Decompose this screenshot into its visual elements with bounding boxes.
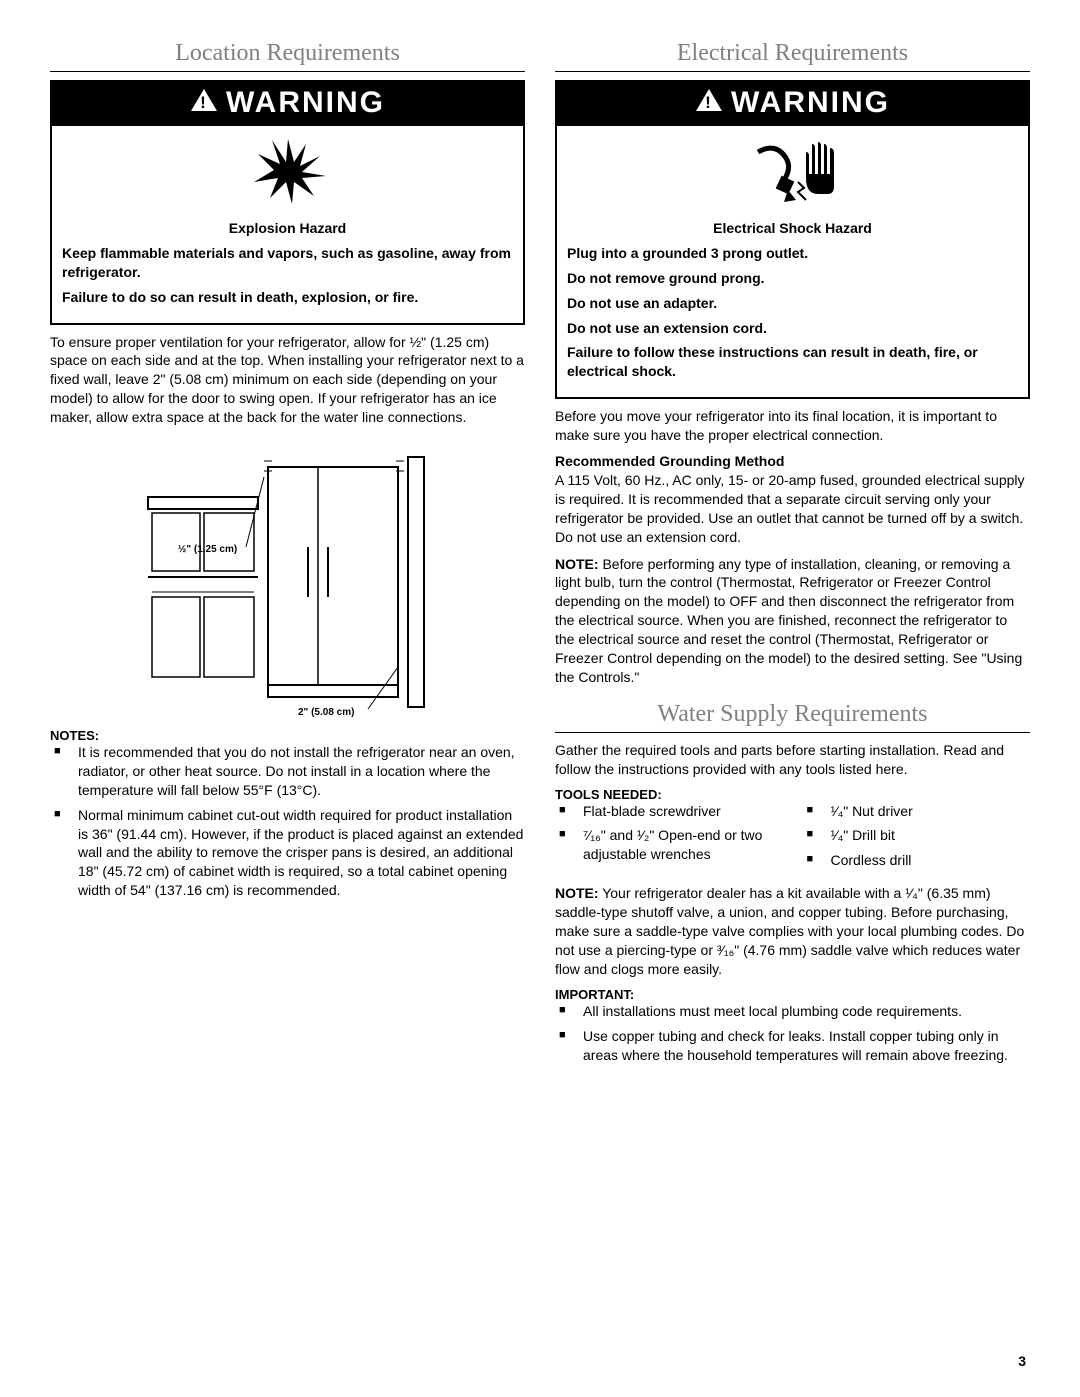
grounding-text: A 115 Volt, 60 Hz., AC only, 15- or 20-a…	[555, 471, 1030, 547]
warning-header: ! WARNING	[52, 82, 523, 126]
left-column: Location Requirements ! WARNING Explosio…	[50, 40, 525, 1070]
page-content: Location Requirements ! WARNING Explosio…	[50, 40, 1030, 1070]
hazard-line: Keep flammable materials and vapors, suc…	[62, 244, 513, 282]
right-column: Electrical Requirements ! WARNING	[555, 40, 1030, 1070]
svg-text:!: !	[705, 93, 713, 112]
hazard-title: Explosion Hazard	[62, 219, 513, 238]
warning-body: Explosion Hazard Keep flammable material…	[52, 213, 523, 323]
note-bold: NOTE:	[555, 885, 599, 901]
svg-text:!: !	[200, 93, 208, 112]
hazard-line: Plug into a grounded 3 prong outlet.	[567, 244, 1018, 263]
notes-label: NOTES:	[50, 728, 525, 743]
explosion-icon	[52, 126, 523, 213]
electrical-warning-box: ! WARNING Electrical Shock Hazard	[555, 80, 1030, 399]
warning-triangle-icon: !	[695, 86, 723, 120]
list-item: Flat-blade screwdriver	[575, 802, 783, 821]
location-title: Location Requirements	[50, 40, 525, 72]
electrical-intro: Before you move your refrigerator into i…	[555, 407, 1030, 445]
note-bold: NOTE:	[555, 556, 599, 572]
note-text: Your refrigerator dealer has a kit avail…	[555, 885, 1024, 977]
hazard-line: Failure to do so can result in death, ex…	[62, 288, 513, 307]
water-note: NOTE: Your refrigerator dealer has a kit…	[555, 884, 1030, 978]
list-item: Use copper tubing and check for leaks. I…	[575, 1027, 1030, 1065]
warning-body: Electrical Shock Hazard Plug into a grou…	[557, 213, 1028, 397]
svg-text:2" (5.08 cm): 2" (5.08 cm)	[298, 707, 354, 717]
note-text: Before performing any type of installati…	[555, 556, 1022, 685]
list-item: All installations must meet local plumbi…	[575, 1002, 1030, 1021]
hazard-line: Failure to follow these instructions can…	[567, 343, 1018, 381]
list-item: Cordless drill	[823, 851, 1031, 870]
warning-label: WARNING	[731, 86, 890, 120]
list-item: It is recommended that you do not instal…	[70, 743, 525, 800]
tools-right-list: ¹⁄₄" Nut driver ¹⁄₄" Drill bit Cordless …	[803, 802, 1031, 877]
warning-header: ! WARNING	[557, 82, 1028, 126]
svg-text:½" (1.25 cm): ½" (1.25 cm)	[178, 544, 237, 555]
list-item: ⁷⁄₁₆" and ¹⁄₂" Open-end or two adjustabl…	[575, 826, 783, 864]
hazard-line: Do not use an adapter.	[567, 294, 1018, 313]
hazard-line: Do not remove ground prong.	[567, 269, 1018, 288]
clearance-diagram: ½" (1.25 cm) 2" (5.08 cm)	[50, 437, 525, 722]
tools-label: TOOLS NEEDED:	[555, 787, 1030, 802]
location-warning-box: ! WARNING Explosion Hazard Keep flammabl…	[50, 80, 525, 325]
location-intro: To ensure proper ventilation for your re…	[50, 333, 525, 427]
warning-triangle-icon: !	[190, 86, 218, 120]
notes-list: It is recommended that you do not instal…	[50, 743, 525, 900]
shock-hand-icon	[557, 126, 1028, 213]
list-item: ¹⁄₄" Nut driver	[823, 802, 1031, 821]
list-item: ¹⁄₄" Drill bit	[823, 826, 1031, 845]
important-list: All installations must meet local plumbi…	[555, 1002, 1030, 1065]
hazard-title: Electrical Shock Hazard	[567, 219, 1018, 238]
tools-grid: Flat-blade screwdriver ⁷⁄₁₆" and ¹⁄₂" Op…	[555, 802, 1030, 877]
elec-note: NOTE: Before performing any type of inst…	[555, 555, 1030, 687]
important-label: IMPORTANT:	[555, 987, 1030, 1002]
grounding-subhead: Recommended Grounding Method	[555, 453, 1030, 469]
warning-label: WARNING	[226, 86, 385, 120]
page-number: 3	[1018, 1353, 1026, 1369]
tools-left-list: Flat-blade screwdriver ⁷⁄₁₆" and ¹⁄₂" Op…	[555, 802, 783, 877]
list-item: Normal minimum cabinet cut-out width req…	[70, 806, 525, 900]
water-title: Water Supply Requirements	[555, 701, 1030, 733]
hazard-line: Do not use an extension cord.	[567, 319, 1018, 338]
water-intro: Gather the required tools and parts befo…	[555, 741, 1030, 779]
electrical-title: Electrical Requirements	[555, 40, 1030, 72]
